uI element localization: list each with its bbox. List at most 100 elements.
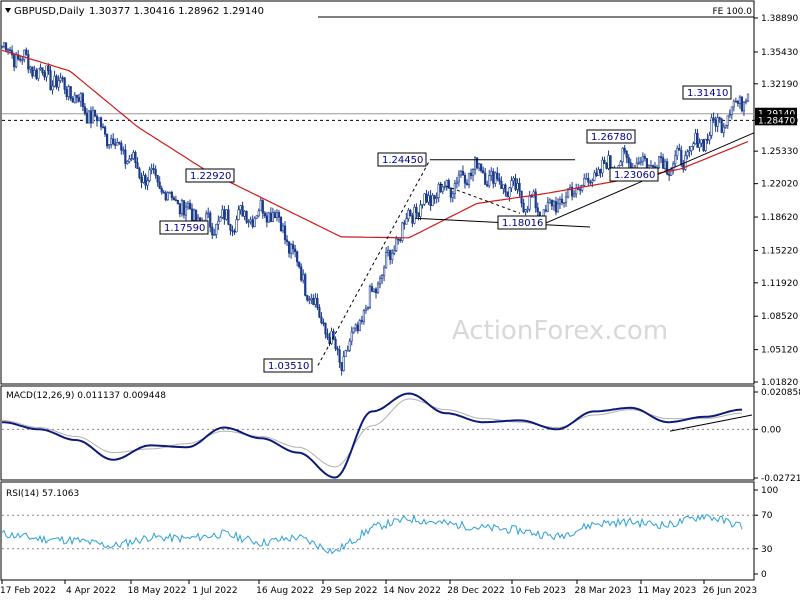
support-price-marker-bg: [755, 114, 797, 126]
candle-body: [219, 217, 222, 222]
time-tick-label: 11 May 2023: [638, 586, 697, 596]
macd-plot: [2, 392, 754, 479]
candle-body: [433, 195, 436, 199]
rsi-panel-frame: [0, 481, 755, 581]
candle-body: [304, 274, 307, 296]
candle-body: [283, 225, 287, 241]
time-tick-label: 16 Aug 2022: [256, 586, 314, 596]
candle-body: [506, 191, 509, 198]
candle-body: [435, 197, 438, 199]
candle-body: [69, 86, 72, 99]
candle-body: [702, 139, 705, 151]
candle-body: [104, 126, 107, 135]
candle-body: [241, 205, 244, 217]
candle-body: [6, 49, 10, 52]
candle-body: [573, 193, 576, 197]
annotation-label: 1.31410: [687, 88, 728, 99]
candle-body: [85, 112, 89, 124]
macd-axis: 0.020858 0.00 -0.027213: [754, 388, 800, 484]
candle-body: [382, 267, 386, 276]
fib-label: FE 100.0: [713, 7, 753, 17]
current-price-marker-bg: [755, 107, 797, 119]
candle-body: [571, 186, 574, 197]
candle-body: [8, 49, 12, 52]
candle-body: [23, 49, 26, 60]
candle-body: [482, 170, 485, 174]
candle-body: [83, 106, 86, 114]
candle-body: [453, 182, 456, 194]
candle-body: [166, 192, 169, 201]
candle-body: [510, 180, 513, 189]
candle-body: [168, 191, 171, 194]
candle-body: [101, 126, 105, 129]
candle-body: [585, 177, 588, 180]
candle-body: [41, 67, 44, 73]
candle-body: [708, 135, 711, 141]
candle-body: [251, 219, 254, 227]
candle-body: [623, 147, 626, 152]
candle-body: [581, 185, 584, 191]
candle-body: [397, 238, 400, 241]
candle-body: [364, 308, 368, 311]
candle-body: [164, 192, 167, 201]
candle-body: [502, 184, 505, 189]
candle-body: [65, 89, 68, 97]
time-tick-label: 4 Apr 2022: [66, 586, 116, 596]
rsi-plot: [1, 513, 754, 555]
candle-body: [417, 212, 420, 217]
candle-body: [55, 75, 58, 88]
candle-body: [346, 349, 349, 352]
candle-body: [172, 197, 175, 201]
candle-body: [526, 208, 529, 211]
candle-body: [174, 199, 177, 202]
candle-body: [591, 180, 594, 183]
candle-body: [694, 132, 697, 144]
candle-body: [726, 115, 729, 126]
candle-body: [552, 201, 556, 207]
candle-body: [413, 206, 416, 224]
candle-body: [744, 100, 748, 103]
price-tick-label: 1.25330: [761, 147, 798, 157]
candle-body: [154, 169, 157, 176]
candle-body: [47, 65, 50, 71]
candle-body: [130, 158, 133, 160]
candle-body: [587, 177, 590, 183]
candle-body: [97, 117, 101, 122]
price-tick-label: 1.22020: [761, 180, 798, 190]
candle-body: [281, 225, 285, 232]
candle-body: [421, 203, 424, 206]
candle-body: [106, 133, 109, 147]
price-tick-label: 1.18620: [761, 213, 798, 223]
candle-body: [326, 333, 329, 338]
candle-body: [534, 191, 537, 209]
price-plot: 1.291401.28470: [0, 16, 797, 376]
candle-body: [312, 297, 315, 305]
annotation-box: [263, 358, 313, 373]
annotation-box: [377, 152, 427, 167]
candle-body: [134, 152, 137, 164]
candle-body: [330, 330, 333, 344]
candle-body: [674, 155, 677, 165]
candle-body: [300, 266, 303, 281]
candle-body: [249, 219, 252, 222]
candle-body: [387, 249, 390, 253]
time-tick-label: 1 Jul 2022: [192, 586, 237, 596]
candle-body: [31, 66, 34, 77]
candle-body: [374, 288, 378, 294]
candle-body: [269, 212, 272, 222]
candle-body: [712, 117, 715, 121]
candle-body: [132, 152, 135, 159]
candle-body: [556, 203, 560, 213]
candle-body: [287, 241, 291, 254]
candle-body: [465, 182, 469, 186]
candle-body: [562, 202, 566, 204]
candle-body: [473, 157, 477, 170]
candle-body: [676, 148, 679, 157]
candle-body: [645, 158, 649, 170]
candle-body: [597, 169, 600, 176]
candle-body: [690, 146, 693, 151]
dropdown-triangle-icon[interactable]: [5, 8, 11, 13]
candle-body: [285, 239, 289, 243]
candle-body: [156, 174, 159, 183]
macd-tick-label: 0.020858: [761, 388, 800, 398]
